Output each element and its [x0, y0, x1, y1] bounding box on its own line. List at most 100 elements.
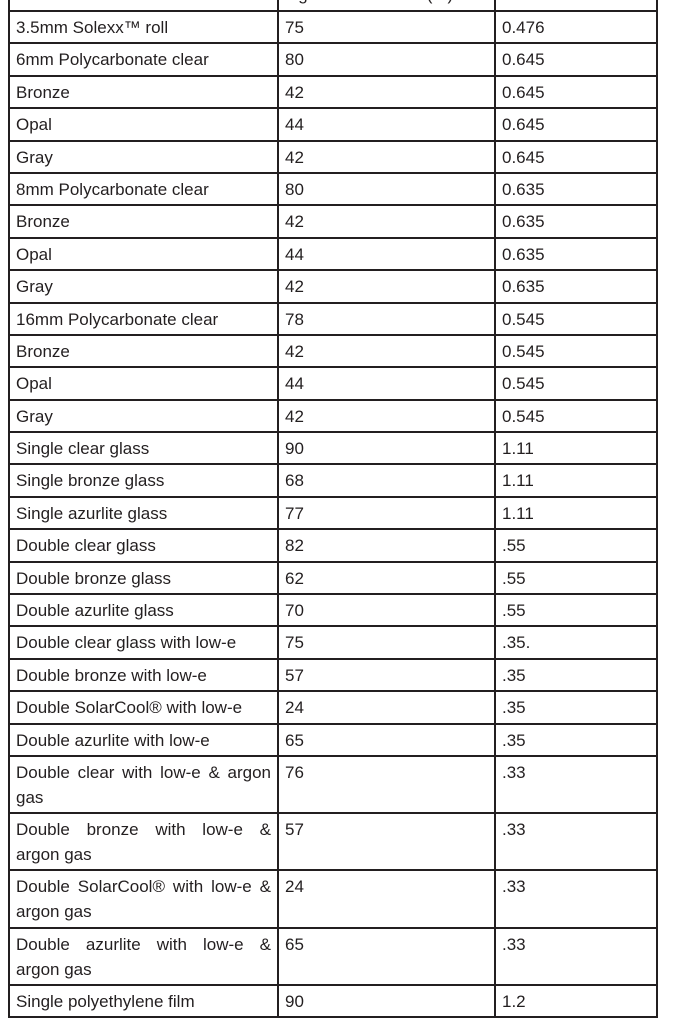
light-transmission-cell: 76 — [277, 754, 496, 815]
table-row: Double clear with low-e & argon gas 76.33 — [8, 754, 658, 815]
light-transmission-cell: 62 — [277, 560, 496, 596]
light-transmission-cell: 44 — [277, 236, 496, 272]
light-transmission-cell: 42 — [277, 333, 496, 369]
u-value-cell: .55 — [494, 528, 658, 563]
table-row: Double SolarCool® with low-e & argon gas… — [8, 869, 658, 929]
light-transmission-cell: 68 — [277, 463, 496, 498]
u-value-cell: .55 — [494, 560, 658, 596]
light-transmission-cell: 90 — [277, 431, 496, 466]
product-cell: Single azurlite glass — [8, 495, 279, 531]
u-value-cell: 0.635 — [494, 171, 658, 207]
u-value-cell: 0.635 — [494, 236, 658, 272]
table-row: Single polyethylene film 90 1.2 — [8, 983, 658, 1018]
product-cell: Double clear with low-e & argon gas — [8, 754, 279, 815]
table-row: Double bronze with low-e 57.35 — [8, 657, 658, 693]
u-value-cell: 0.645 — [494, 107, 658, 142]
header-product: Product — [8, 0, 279, 12]
product-cell: Double clear glass — [8, 528, 279, 563]
product-cell: Double bronze glass — [8, 560, 279, 596]
table-row: 3.5mm Solexx™ roll 75 0.476 — [8, 9, 658, 45]
u-value-cell: .33 — [494, 812, 658, 872]
light-transmission-cell: 24 — [277, 690, 496, 725]
product-cell: Double bronze with low-e — [8, 657, 279, 693]
u-value-cell: 0.635 — [494, 204, 658, 239]
light-transmission-cell: 77 — [277, 495, 496, 531]
table-row: 16mm Polycarbonate clear 78 0.545 — [8, 301, 658, 336]
light-transmission-cell: 65 — [277, 926, 496, 986]
light-transmission-cell: 75 — [277, 9, 496, 45]
light-transmission-cell: 75 — [277, 625, 496, 660]
table-row: Single clear glass 90 1.11 — [8, 431, 658, 466]
u-value-cell: .35. — [494, 625, 658, 660]
light-transmission-cell: 82 — [277, 528, 496, 563]
light-transmission-cell: 57 — [277, 812, 496, 872]
table-row: Bronze 42 0.545 — [8, 333, 658, 369]
u-value-cell: 0.635 — [494, 269, 658, 304]
product-cell: Single bronze glass — [8, 463, 279, 498]
light-transmission-cell: 65 — [277, 722, 496, 757]
u-value-cell: 1.11 — [494, 431, 658, 466]
product-cell: Double azurlite with low-e & argon gas — [8, 926, 279, 986]
u-value-cell: 0.645 — [494, 74, 658, 110]
table-row: Single azurlite glass 77 1.11 — [8, 495, 658, 531]
u-value-cell: 0.476 — [494, 9, 658, 45]
light-transmission-cell: 80 — [277, 42, 496, 77]
u-value-cell: .35 — [494, 722, 658, 757]
u-value-cell: 0.545 — [494, 366, 658, 401]
light-transmission-cell: 57 — [277, 657, 496, 693]
table-row: Opal 44 0.635 — [8, 236, 658, 272]
product-cell: Double azurlite glass — [8, 593, 279, 628]
table-row: Double clear glass 82.55 — [8, 528, 658, 563]
u-value-cell: .33 — [494, 926, 658, 986]
product-cell: Double clear glass with low-e — [8, 625, 279, 660]
glazing-table: Product Light transmission (%) U-value 3… — [8, 0, 658, 1018]
u-value-cell: 1.11 — [494, 463, 658, 498]
table-row: Opal 44 0.645 — [8, 107, 658, 142]
header-light-transmission: Light transmission (%) — [277, 0, 496, 12]
u-value-cell: 0.545 — [494, 301, 658, 336]
u-value-cell: .33 — [494, 754, 658, 815]
table-row: Double clear glass with low-e 75 .35. — [8, 625, 658, 660]
u-value-cell: 0.645 — [494, 139, 658, 174]
table-row: Double azurlite with low-e & argon gas 65… — [8, 926, 658, 986]
table-row: Double bronze glass 62.55 — [8, 560, 658, 596]
u-value-cell: 1.2 — [494, 983, 658, 1018]
u-value-cell: 0.545 — [494, 398, 658, 434]
u-value-cell: 0.545 — [494, 333, 658, 369]
product-cell: Bronze — [8, 333, 279, 369]
product-cell: Double bronze with low-e & argon gas — [8, 812, 279, 872]
table-row: Bronze 42 0.635 — [8, 204, 658, 239]
product-cell: Opal — [8, 366, 279, 401]
product-cell: Double SolarCool® with low-e & argon gas — [8, 869, 279, 929]
product-cell: 6mm Polycarbonate clear — [8, 42, 279, 77]
product-cell: Gray — [8, 139, 279, 174]
product-cell: Bronze — [8, 204, 279, 239]
table-row: 8mm Polycarbonate clear 80 0.635 — [8, 171, 658, 207]
product-cell: Double SolarCool® with low-e — [8, 690, 279, 725]
table-row: Gray 42 0.635 — [8, 269, 658, 304]
u-value-cell: .35 — [494, 657, 658, 693]
product-cell: Gray — [8, 269, 279, 304]
table-row: Double bronze with low-e & argon gas 57.3… — [8, 812, 658, 872]
header-u-value: U-value — [494, 0, 658, 12]
table-row: Double azurlite with low-e 65.35 — [8, 722, 658, 757]
table-row: Single bronze glass 68 1.11 — [8, 463, 658, 498]
u-value-cell: .55 — [494, 593, 658, 628]
product-cell: 3.5mm Solexx™ roll — [8, 9, 279, 45]
table-row: Gray 42 0.545 — [8, 398, 658, 434]
table-row: Opal 44 0.545 — [8, 366, 658, 401]
light-transmission-cell: 42 — [277, 74, 496, 110]
product-cell: Gray — [8, 398, 279, 434]
light-transmission-cell: 80 — [277, 171, 496, 207]
u-value-cell: .33 — [494, 869, 658, 929]
u-value-cell: 0.645 — [494, 42, 658, 77]
product-cell: Opal — [8, 236, 279, 272]
light-transmission-cell: 78 — [277, 301, 496, 336]
table-row: Double azurlite glass 70.55 — [8, 593, 658, 628]
table-row: 6mm Polycarbonate clear 80 0.645 — [8, 42, 658, 77]
u-value-cell: 1.11 — [494, 495, 658, 531]
light-transmission-cell: 42 — [277, 269, 496, 304]
product-cell: Bronze — [8, 74, 279, 110]
light-transmission-cell: 70 — [277, 593, 496, 628]
light-transmission-cell: 42 — [277, 139, 496, 174]
